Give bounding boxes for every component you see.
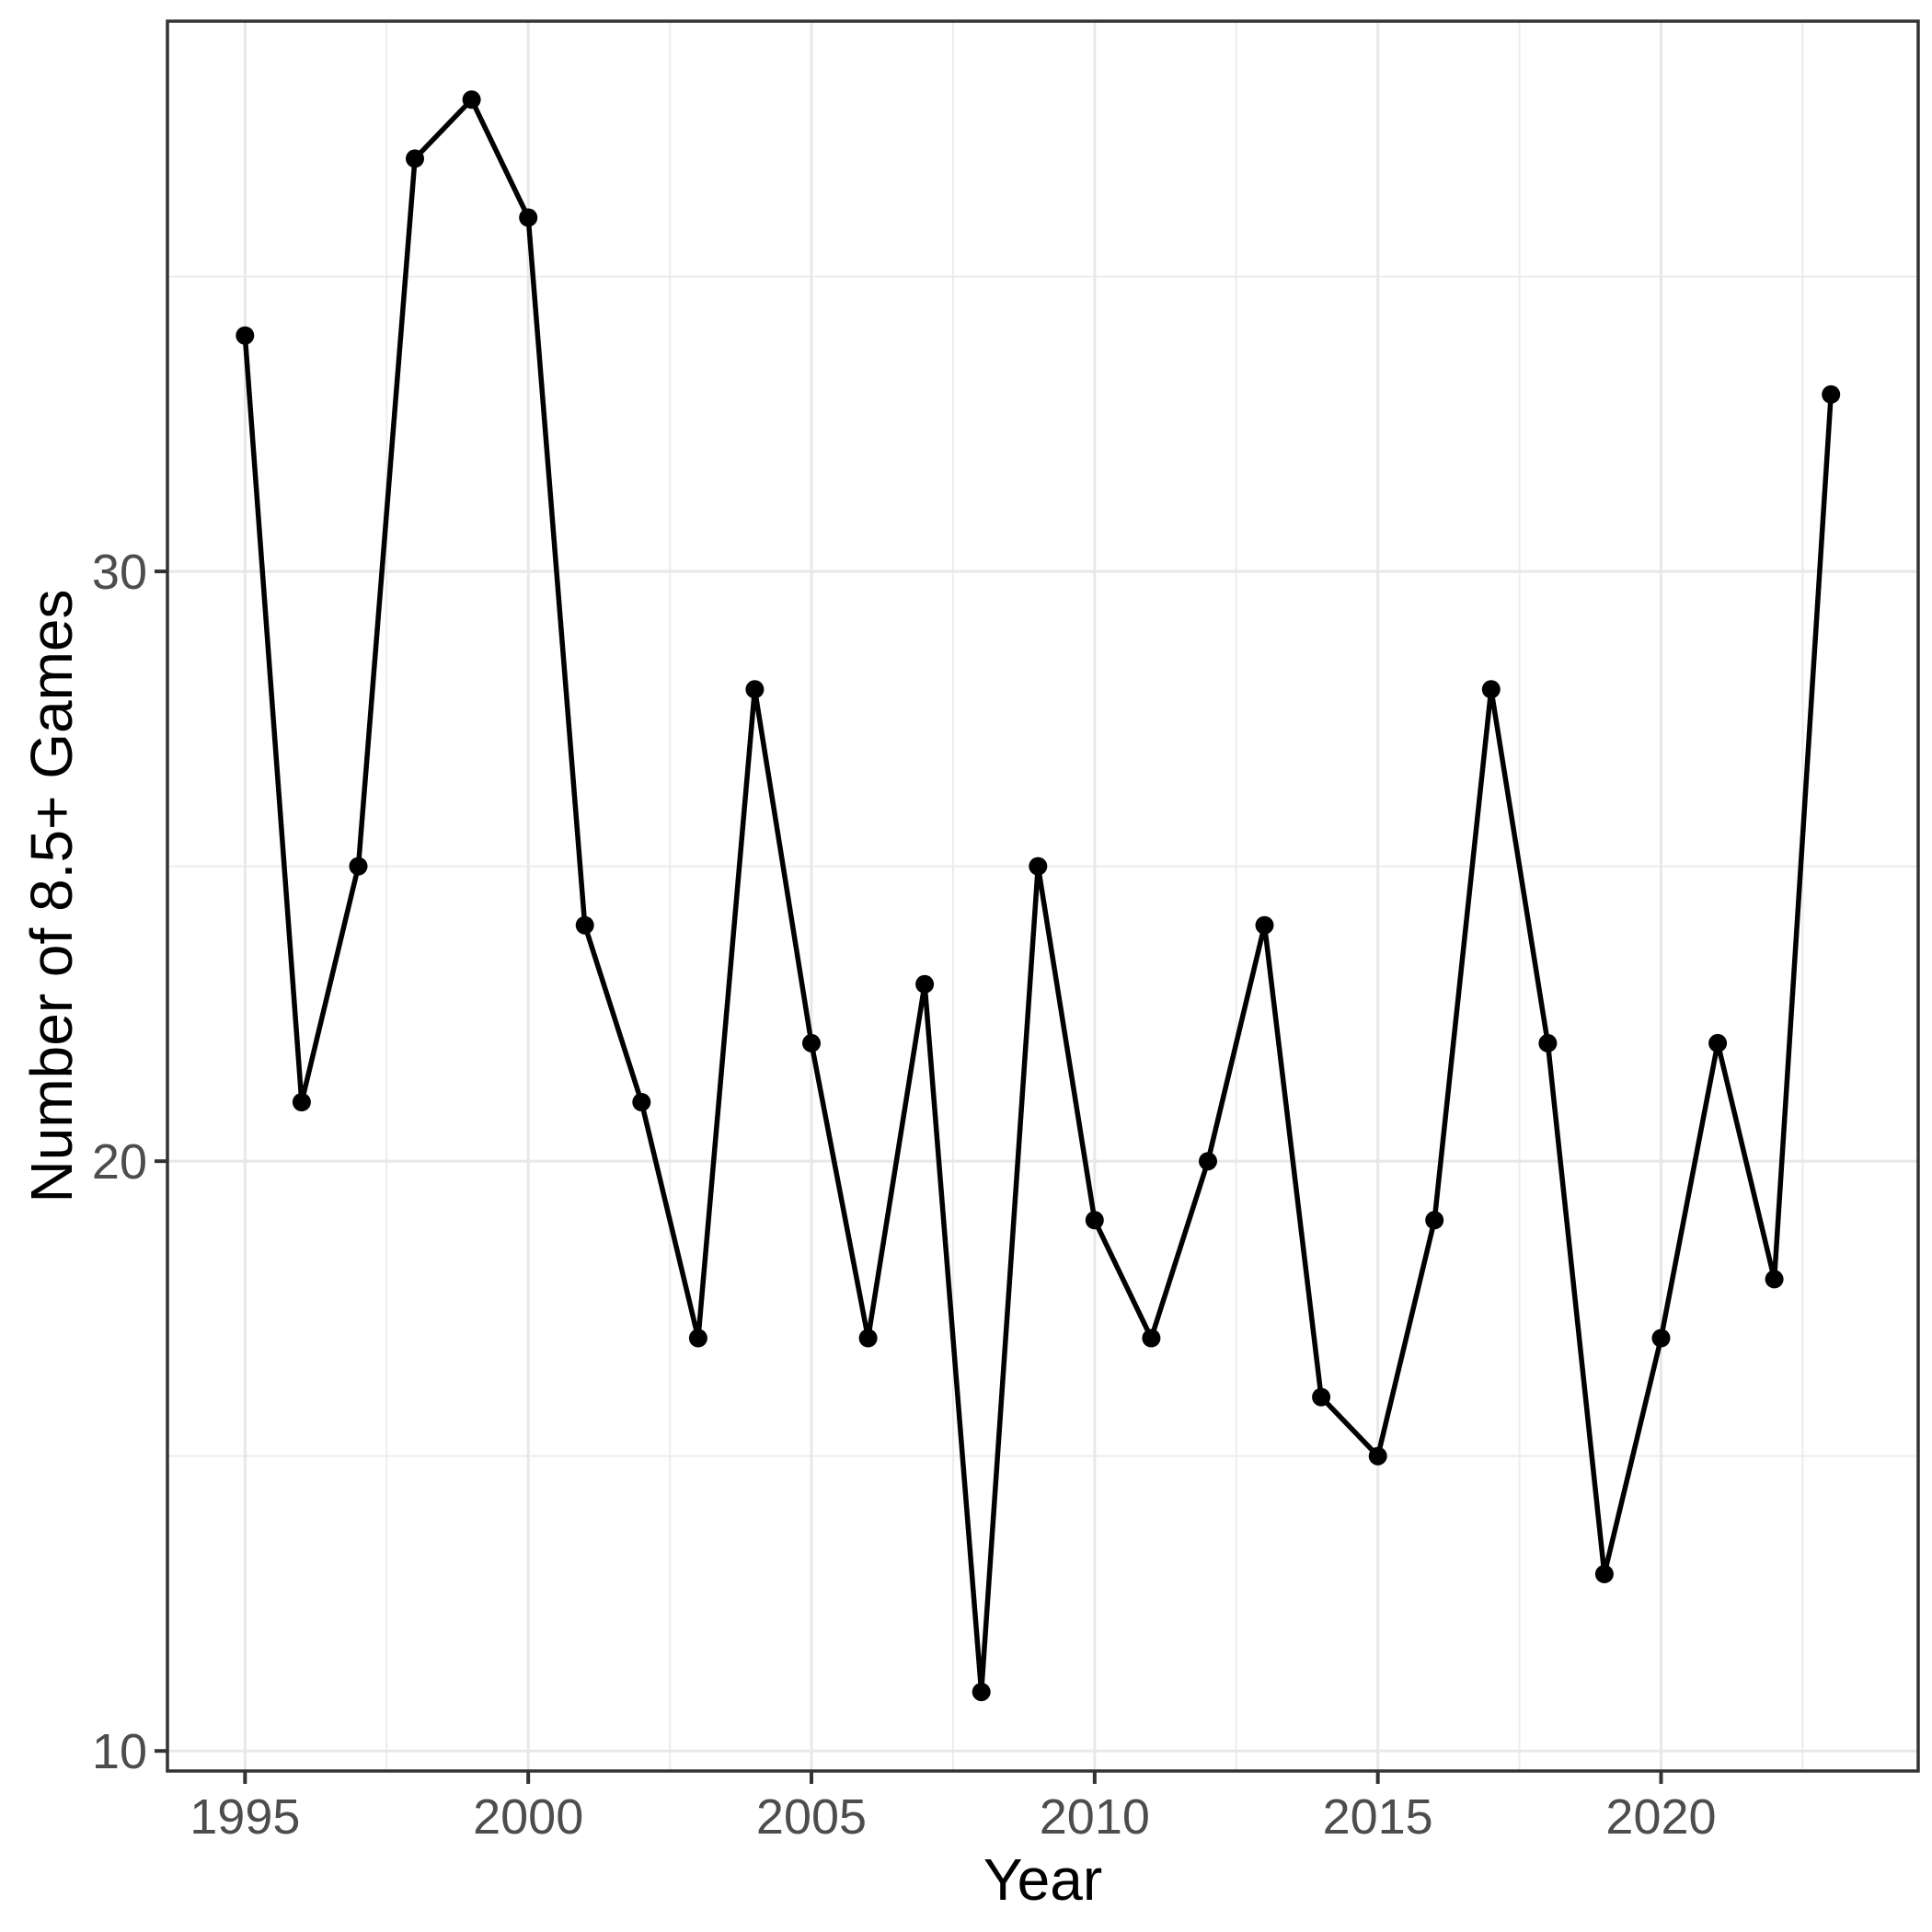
data-point — [292, 1093, 311, 1111]
data-point — [1142, 1328, 1161, 1348]
data-point — [632, 1093, 651, 1111]
data-point — [1708, 1033, 1728, 1052]
x-axis-tick-label: 2010 — [1040, 1789, 1150, 1845]
data-point — [1312, 1387, 1331, 1407]
data-point — [858, 1328, 878, 1348]
x-axis-title: Year — [983, 1846, 1102, 1913]
data-point — [1199, 1152, 1217, 1171]
data-point — [1085, 1211, 1104, 1230]
y-axis-title: Number of 8.5+ Games — [18, 590, 85, 1203]
data-point — [1425, 1211, 1444, 1230]
data-point — [1822, 385, 1841, 404]
data-point — [575, 915, 594, 935]
data-point — [688, 1328, 707, 1348]
data-point — [519, 208, 538, 227]
data-point — [1651, 1328, 1671, 1348]
x-axis-tick-label: 2015 — [1323, 1789, 1433, 1845]
data-point — [1481, 680, 1501, 699]
data-point — [802, 1033, 821, 1052]
x-axis-tick-label: 1995 — [190, 1789, 300, 1845]
data-point — [972, 1683, 991, 1702]
x-axis-tick-label: 2000 — [473, 1789, 583, 1845]
data-point — [1538, 1033, 1558, 1052]
panel-border — [166, 19, 1920, 1773]
y-axis-tick-label: 30 — [92, 545, 147, 600]
data-point — [1368, 1446, 1387, 1466]
data-point — [349, 857, 368, 876]
y-axis-tick-label: 20 — [92, 1134, 147, 1190]
x-axis-tick-label: 2005 — [756, 1789, 867, 1845]
data-point — [1029, 857, 1048, 876]
y-axis-tick-label: 10 — [92, 1724, 147, 1779]
data-point — [1765, 1270, 1784, 1289]
data-point — [462, 90, 481, 109]
data-point — [1255, 915, 1274, 935]
x-axis-tick-label: 2020 — [1605, 1789, 1716, 1845]
data-point — [745, 680, 765, 699]
data-point — [236, 326, 255, 345]
data-point — [1594, 1564, 1614, 1583]
data-point — [915, 974, 935, 994]
data-point — [406, 149, 424, 168]
